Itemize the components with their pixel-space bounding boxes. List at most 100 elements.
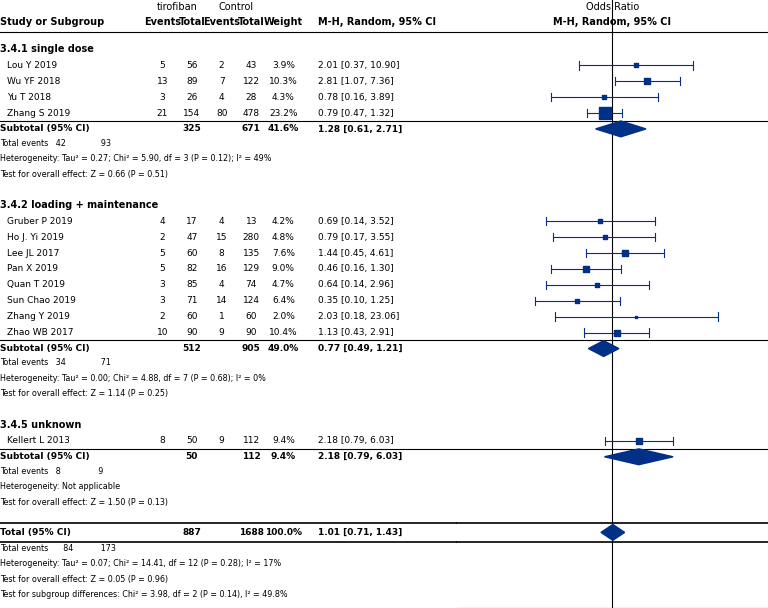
Text: 4: 4: [219, 280, 224, 289]
Text: 0.46 [0.16, 1.30]: 0.46 [0.16, 1.30]: [318, 264, 393, 274]
Text: 9.4%: 9.4%: [272, 437, 295, 446]
Point: [631, 312, 643, 322]
Text: 1688: 1688: [239, 528, 264, 537]
Text: 3: 3: [159, 280, 165, 289]
Text: 2: 2: [160, 313, 165, 321]
Text: Pan X 2019: Pan X 2019: [7, 264, 58, 274]
Text: 90: 90: [246, 328, 257, 337]
Text: Subtotal (95% CI): Subtotal (95% CI): [1, 125, 90, 133]
Point: [619, 248, 631, 258]
Text: 0.79 [0.47, 1.32]: 0.79 [0.47, 1.32]: [318, 108, 393, 117]
Text: Test for overall effect: Z = 0.05 (P = 0.96): Test for overall effect: Z = 0.05 (P = 0…: [1, 575, 169, 584]
Text: 3: 3: [159, 296, 165, 305]
Text: Total events   8               9: Total events 8 9: [1, 467, 104, 475]
Text: Heterogeneity: Tau² = 0.07; Chi² = 14.41, df = 12 (P = 0.28); I² = 17%: Heterogeneity: Tau² = 0.07; Chi² = 14.41…: [1, 559, 282, 568]
Text: Test for subgroup differences: Chi² = 3.98, df = 2 (P = 0.14), I² = 49.8%: Test for subgroup differences: Chi² = 3.…: [1, 590, 288, 599]
Text: M-H, Random, 95% CI: M-H, Random, 95% CI: [554, 16, 671, 27]
Text: Heterogeneity: Not applicable: Heterogeneity: Not applicable: [1, 482, 121, 491]
Text: 0.78 [0.16, 3.89]: 0.78 [0.16, 3.89]: [318, 92, 393, 102]
Text: Gruber P 2019: Gruber P 2019: [7, 216, 72, 226]
Text: Heterogeneity: Tau² = 0.27; Chi² = 5.90, df = 3 (P = 0.12); I² = 49%: Heterogeneity: Tau² = 0.27; Chi² = 5.90,…: [1, 154, 272, 163]
Text: 280: 280: [243, 233, 260, 241]
Text: Odds Ratio: Odds Ratio: [586, 2, 639, 12]
Point: [594, 216, 606, 226]
Text: 129: 129: [243, 264, 260, 274]
Text: Quan T 2019: Quan T 2019: [7, 280, 65, 289]
Text: 3: 3: [159, 92, 165, 102]
Text: 7.6%: 7.6%: [272, 249, 295, 258]
Text: 9: 9: [219, 328, 224, 337]
Text: 50: 50: [186, 437, 197, 446]
Point: [591, 280, 604, 290]
Text: 4.2%: 4.2%: [272, 216, 295, 226]
Text: 0.64 [0.14, 2.96]: 0.64 [0.14, 2.96]: [318, 280, 393, 289]
Text: tirofiban: tirofiban: [157, 2, 197, 12]
Polygon shape: [604, 449, 673, 465]
Text: 2.18 [0.79, 6.03]: 2.18 [0.79, 6.03]: [318, 437, 393, 446]
Text: 124: 124: [243, 296, 260, 305]
Text: 112: 112: [243, 437, 260, 446]
Text: 4: 4: [219, 92, 224, 102]
Text: 2.0%: 2.0%: [272, 313, 295, 321]
Text: 80: 80: [216, 108, 227, 117]
Text: 100.0%: 100.0%: [265, 528, 302, 537]
Text: Total (95% CI): Total (95% CI): [1, 528, 71, 537]
Text: 60: 60: [186, 249, 197, 258]
Text: 13: 13: [157, 77, 168, 86]
Text: 0.79 [0.17, 3.55]: 0.79 [0.17, 3.55]: [318, 233, 393, 241]
Text: 154: 154: [184, 108, 200, 117]
Text: 14: 14: [216, 296, 227, 305]
Text: Subtotal (95% CI): Subtotal (95% CI): [1, 344, 90, 353]
Text: 28: 28: [246, 92, 257, 102]
Polygon shape: [601, 525, 624, 541]
Text: 74: 74: [246, 280, 257, 289]
Text: 887: 887: [183, 528, 201, 537]
Text: M-H, Random, 95% CI: M-H, Random, 95% CI: [318, 16, 435, 27]
Text: Study or Subgroup: Study or Subgroup: [1, 16, 104, 27]
Text: 2: 2: [160, 233, 165, 241]
Text: Test for overall effect: Z = 1.14 (P = 0.25): Test for overall effect: Z = 1.14 (P = 0…: [1, 389, 169, 398]
Text: Weight: Weight: [263, 16, 303, 27]
Text: 1.01 [0.71, 1.43]: 1.01 [0.71, 1.43]: [318, 528, 402, 537]
Text: Kellert L 2013: Kellert L 2013: [7, 437, 70, 446]
Text: 4.3%: 4.3%: [272, 92, 295, 102]
Text: Total: Total: [178, 16, 205, 27]
Text: 5: 5: [159, 249, 165, 258]
Text: 5: 5: [159, 264, 165, 274]
Text: 43: 43: [246, 61, 257, 70]
Text: Total events   42              93: Total events 42 93: [1, 139, 111, 148]
Text: 1: 1: [219, 313, 224, 321]
Polygon shape: [596, 121, 646, 137]
Text: 3.4.1 single dose: 3.4.1 single dose: [1, 44, 94, 54]
Text: 41.6%: 41.6%: [268, 125, 299, 133]
Text: 21: 21: [157, 108, 168, 117]
Point: [641, 77, 654, 86]
Text: 6.4%: 6.4%: [272, 296, 295, 305]
Text: Zhang S 2019: Zhang S 2019: [7, 108, 70, 117]
Text: 2.01 [0.37, 10.90]: 2.01 [0.37, 10.90]: [318, 61, 399, 70]
Text: 2.81 [1.07, 7.36]: 2.81 [1.07, 7.36]: [318, 77, 393, 86]
Point: [611, 328, 623, 337]
Text: 9.0%: 9.0%: [272, 264, 295, 274]
Text: 122: 122: [243, 77, 260, 86]
Text: Ho J. Yi 2019: Ho J. Yi 2019: [7, 233, 64, 241]
Text: 1.28 [0.61, 2.71]: 1.28 [0.61, 2.71]: [318, 125, 402, 133]
Text: Test for overall effect: Z = 0.66 (P = 0.51): Test for overall effect: Z = 0.66 (P = 0…: [1, 170, 168, 179]
Text: 90: 90: [186, 328, 197, 337]
Text: 4: 4: [160, 216, 165, 226]
Text: Sun Chao 2019: Sun Chao 2019: [7, 296, 76, 305]
Text: Total events      84           173: Total events 84 173: [1, 544, 116, 553]
Point: [598, 108, 611, 118]
Text: 0.69 [0.14, 3.52]: 0.69 [0.14, 3.52]: [318, 216, 393, 226]
Text: 0.77 [0.49, 1.21]: 0.77 [0.49, 1.21]: [318, 344, 402, 353]
Point: [571, 296, 583, 306]
Text: 60: 60: [186, 313, 197, 321]
Text: 82: 82: [186, 264, 197, 274]
Text: 2.18 [0.79, 6.03]: 2.18 [0.79, 6.03]: [318, 452, 402, 461]
Text: 905: 905: [242, 344, 260, 353]
Text: 50: 50: [186, 452, 198, 461]
Text: 9: 9: [219, 437, 224, 446]
Text: 325: 325: [183, 125, 201, 133]
Text: 4: 4: [219, 216, 224, 226]
Text: 112: 112: [242, 452, 260, 461]
